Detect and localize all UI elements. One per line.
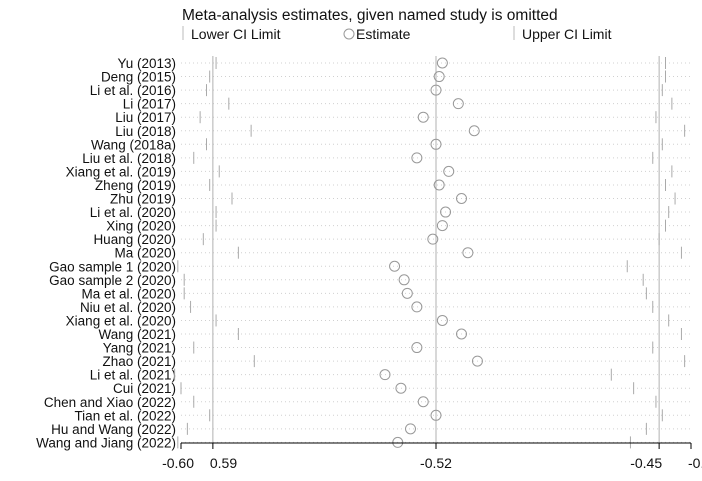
- estimate-marker: [452, 98, 464, 110]
- estimate-marker: [468, 125, 480, 137]
- estimate-marker: [433, 71, 445, 83]
- study-label: Li (2017): [123, 97, 176, 112]
- study-label: Ma (2020): [114, 246, 176, 261]
- study-label: Ma et al. (2020): [81, 286, 176, 301]
- estimate-marker: [389, 260, 401, 272]
- estimate-marker: [411, 301, 423, 313]
- legend: Lower CI Limit Estimate Upper CI Limit: [182, 26, 612, 42]
- estimate-marker: [443, 165, 455, 177]
- study-label: Yu (2013): [117, 56, 176, 71]
- x-axis: -0.60 0.59 -0.52 -0.45 -0.44: [162, 442, 702, 471]
- study-label: Liu (2017): [115, 110, 176, 125]
- reference-lines: [212, 56, 660, 443]
- estimate-marker: [462, 247, 474, 259]
- estimate-marker: [392, 436, 404, 448]
- study-label: Deng (2015): [101, 70, 176, 85]
- study-label: Xing (2020): [106, 219, 176, 234]
- estimate-marker: [405, 423, 416, 435]
- study-label: Gao sample 1 (2020): [49, 259, 176, 274]
- x-tick-label: 0.59: [210, 455, 237, 471]
- estimate-marker: [430, 409, 442, 421]
- estimate-marker: [436, 314, 448, 326]
- study-label: Chen and Xiao (2022): [44, 395, 176, 410]
- study-label: Wang and Jiang (2022): [36, 435, 176, 450]
- study-label: Wang (2018a): [91, 137, 176, 152]
- study-label: Yang (2021): [103, 341, 176, 356]
- study-label: Li et al. (2020): [90, 205, 176, 220]
- estimate-marker: [456, 193, 467, 204]
- estimate-marker: [427, 233, 439, 245]
- study-label: Huang (2020): [93, 232, 176, 247]
- study-label: Li et al. (2016): [90, 83, 176, 98]
- estimate-marker: [430, 84, 442, 96]
- study-label: Niu et al. (2020): [80, 300, 176, 315]
- estimate-marker: [417, 111, 429, 123]
- estimate-marker: [436, 220, 448, 232]
- x-tick-label: -0.60: [162, 455, 194, 471]
- study-rows: Yu (2013)Deng (2015)Li et al. (2016)Li (…: [36, 56, 691, 450]
- study-label: Xiang et al. (2019): [66, 164, 176, 179]
- legend-estimate-label: Estimate: [356, 26, 411, 42]
- study-label: Xiang et al. (2020): [66, 313, 176, 328]
- study-label: Zhu (2019): [110, 192, 176, 207]
- chart-title: Meta-analysis estimates, given named stu…: [182, 7, 558, 24]
- study-label: Tian et al. (2022): [74, 408, 176, 423]
- legend-upper-ci-label: Upper CI Limit: [522, 26, 612, 42]
- estimate-marker: [395, 382, 407, 394]
- x-tick-label: -0.45: [630, 455, 662, 471]
- study-label: Wang (2021): [98, 327, 176, 342]
- estimate-marker: [398, 274, 410, 286]
- estimate-marker: [411, 152, 423, 164]
- estimate-marker: [379, 369, 391, 381]
- estimate-marker: [433, 179, 445, 191]
- estimate-marker: [471, 355, 483, 367]
- study-marks: [174, 57, 686, 449]
- study-label: Cui (2021): [113, 381, 176, 396]
- study-label: Zhao (2021): [102, 354, 176, 369]
- legend-lower-ci-label: Lower CI Limit: [191, 26, 281, 42]
- estimate-marker: [430, 138, 442, 150]
- estimate-marker: [456, 328, 467, 340]
- legend-estimate-marker: [343, 28, 355, 40]
- study-label: Liu (2018): [115, 124, 176, 139]
- estimate-marker: [436, 57, 448, 69]
- estimate-marker: [401, 287, 413, 299]
- x-tick-label: -0.52: [420, 455, 452, 471]
- estimate-marker: [411, 342, 423, 354]
- study-label: Hu and Wang (2022): [51, 422, 176, 437]
- study-label: Liu et al. (2018): [82, 151, 176, 166]
- study-label: Zheng (2019): [95, 178, 176, 193]
- study-label: Li et al. (2021): [90, 368, 176, 383]
- estimate-marker: [440, 206, 452, 218]
- x-tick-label: -0.44: [688, 455, 702, 471]
- estimate-marker: [417, 396, 429, 408]
- study-label: Gao sample 2 (2020): [49, 273, 176, 288]
